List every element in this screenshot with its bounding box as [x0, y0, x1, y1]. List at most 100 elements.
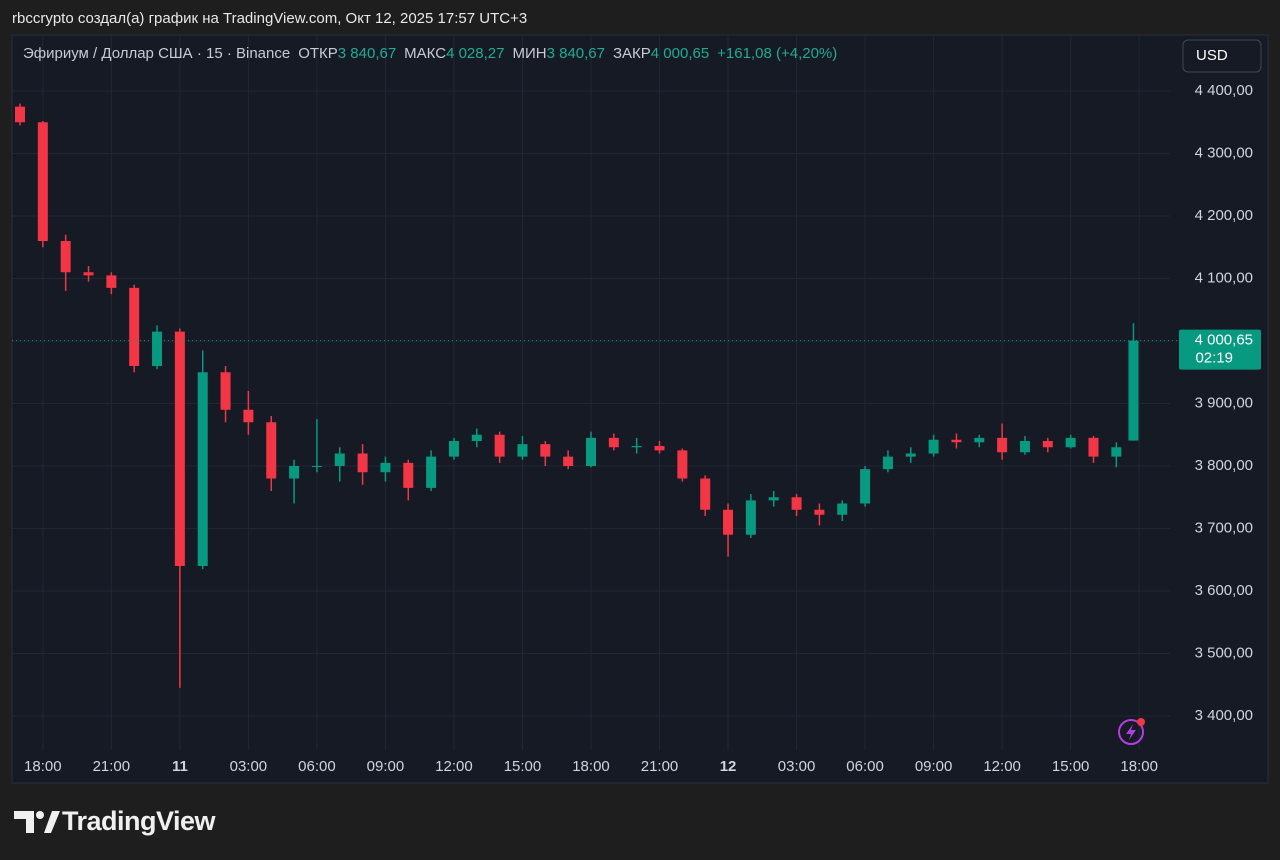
- candle-body: [882, 456, 893, 470]
- y-tick-label: 3 900,00: [1195, 394, 1253, 411]
- candle-body: [563, 456, 574, 466]
- candle-body: [471, 434, 482, 441]
- candle-body: [403, 462, 414, 488]
- candle-body: [60, 241, 71, 273]
- currency-label: USD: [1196, 47, 1228, 64]
- candle-body: [426, 456, 437, 488]
- candle-body: [83, 272, 94, 276]
- candle-body: [768, 497, 779, 501]
- legend-value: 4 028,27: [446, 45, 505, 62]
- candle-body: [928, 439, 939, 454]
- x-tick-label: 21:00: [93, 758, 131, 775]
- x-tick-label: 09:00: [367, 758, 405, 775]
- x-tick-label: 15:00: [504, 758, 542, 775]
- last-price-label: 4 000,65: [1195, 332, 1253, 349]
- x-tick-label: 18:00: [572, 758, 610, 775]
- x-tick-label: 06:00: [846, 758, 884, 775]
- y-tick-label: 4 300,00: [1195, 144, 1253, 161]
- x-tick-label: 18:00: [1120, 758, 1158, 775]
- last-price-box: [1179, 329, 1261, 370]
- candle-body: [951, 439, 962, 443]
- currency-button[interactable]: [1182, 39, 1262, 73]
- legend-label: МАКС: [404, 45, 447, 62]
- candle-body: [1088, 437, 1099, 457]
- candle-body: [540, 444, 551, 457]
- candle-body: [334, 453, 345, 466]
- candle-body: [14, 106, 25, 123]
- candle-body: [631, 446, 642, 448]
- legend-items: ОТКР3 840,67 МАКС4 028,27 МИН3 840,67 ЗАКР4…: [298, 45, 717, 62]
- legend-value: 3 840,67: [337, 45, 397, 62]
- x-tick-label: 21:00: [641, 758, 679, 775]
- y-tick-label: 4 400,00: [1195, 82, 1253, 99]
- candle-body: [1065, 437, 1076, 448]
- candle-body: [586, 437, 596, 466]
- x-tick-label: 18:00: [24, 758, 62, 775]
- legend-label: ЗАКР: [612, 45, 651, 62]
- candle-body: [380, 462, 391, 473]
- candle-body: [723, 509, 734, 535]
- x-tick-label: 12:00: [435, 758, 473, 775]
- y-tick-label: 3 700,00: [1195, 519, 1253, 536]
- y-tick-label: 3 600,00: [1195, 582, 1253, 599]
- candle-body: [243, 409, 254, 423]
- symbol: Эфириум / Доллар США · 15 · Binance: [23, 45, 291, 62]
- candle-body: [997, 437, 1008, 453]
- candle-body: [311, 466, 322, 467]
- alert-icon: [1118, 718, 1145, 745]
- candle-body: [152, 331, 163, 366]
- candle-body: [106, 275, 117, 288]
- candle-body: [700, 478, 711, 510]
- candle-body: [677, 450, 688, 479]
- x-tick-label: 11: [172, 758, 188, 775]
- x-tick-label: 03:00: [230, 758, 268, 775]
- candle-body: [974, 437, 985, 443]
- y-tick-label: 3 800,00: [1195, 457, 1253, 474]
- legend-value: 3 840,67: [546, 45, 605, 62]
- candle-body: [197, 372, 208, 566]
- candle-body: [654, 446, 665, 451]
- credit-line: rbccrypto создал(а) график на TradingVie…: [12, 10, 528, 27]
- candle-body: [517, 444, 528, 457]
- candle-body: [837, 503, 848, 515]
- candle-body: [494, 434, 505, 457]
- candle-body: [1019, 441, 1030, 453]
- candle-body: [791, 497, 802, 510]
- axes: 3 400,00 3 500,00 3 600,00 3 700,00 3 800,00…: [24, 82, 1261, 775]
- x-tick-label: 03:00: [778, 758, 816, 775]
- x-tick-label: 12:00: [983, 758, 1021, 775]
- candle-body: [289, 466, 300, 479]
- candle-body: [1111, 447, 1122, 457]
- x-tick-label: 06:00: [298, 758, 336, 775]
- y-tick-label: 4 100,00: [1195, 269, 1253, 286]
- candle-body: [1042, 441, 1053, 448]
- candle-body: [814, 509, 825, 515]
- change: +161,08 (+4,20%): [717, 45, 838, 62]
- legend-value: 4 000,65: [650, 45, 710, 62]
- y-tick-label: 3 400,00: [1195, 707, 1253, 724]
- candle-body: [448, 441, 459, 457]
- ohlc-legend: Эфириум / Доллар США · 15 · Binance ОТКР3…: [23, 45, 837, 62]
- x-tick-label: 12: [720, 758, 737, 775]
- y-tick-label: 4 200,00: [1195, 207, 1253, 224]
- legend-label: ОТКР: [298, 45, 338, 62]
- candle-body: [860, 469, 871, 504]
- x-tick-label: 09:00: [915, 758, 953, 775]
- countdown-label: 02:19: [1195, 350, 1233, 367]
- legend-label: МИН: [512, 45, 547, 62]
- candle-body: [266, 422, 277, 479]
- candle-body: [608, 437, 619, 448]
- candle-body: [1128, 340, 1139, 441]
- candle-body: [905, 453, 916, 457]
- brand-name: TradingView: [62, 806, 216, 836]
- candle-body: [357, 453, 368, 473]
- y-tick-label: 3 500,00: [1195, 644, 1253, 661]
- candle-body: [220, 372, 231, 410]
- candle-body: [129, 287, 140, 366]
- candles: [12, 103, 1180, 688]
- candle-body: [745, 500, 756, 535]
- x-tick-label: 15:00: [1052, 758, 1090, 775]
- brand-logo: [14, 811, 60, 833]
